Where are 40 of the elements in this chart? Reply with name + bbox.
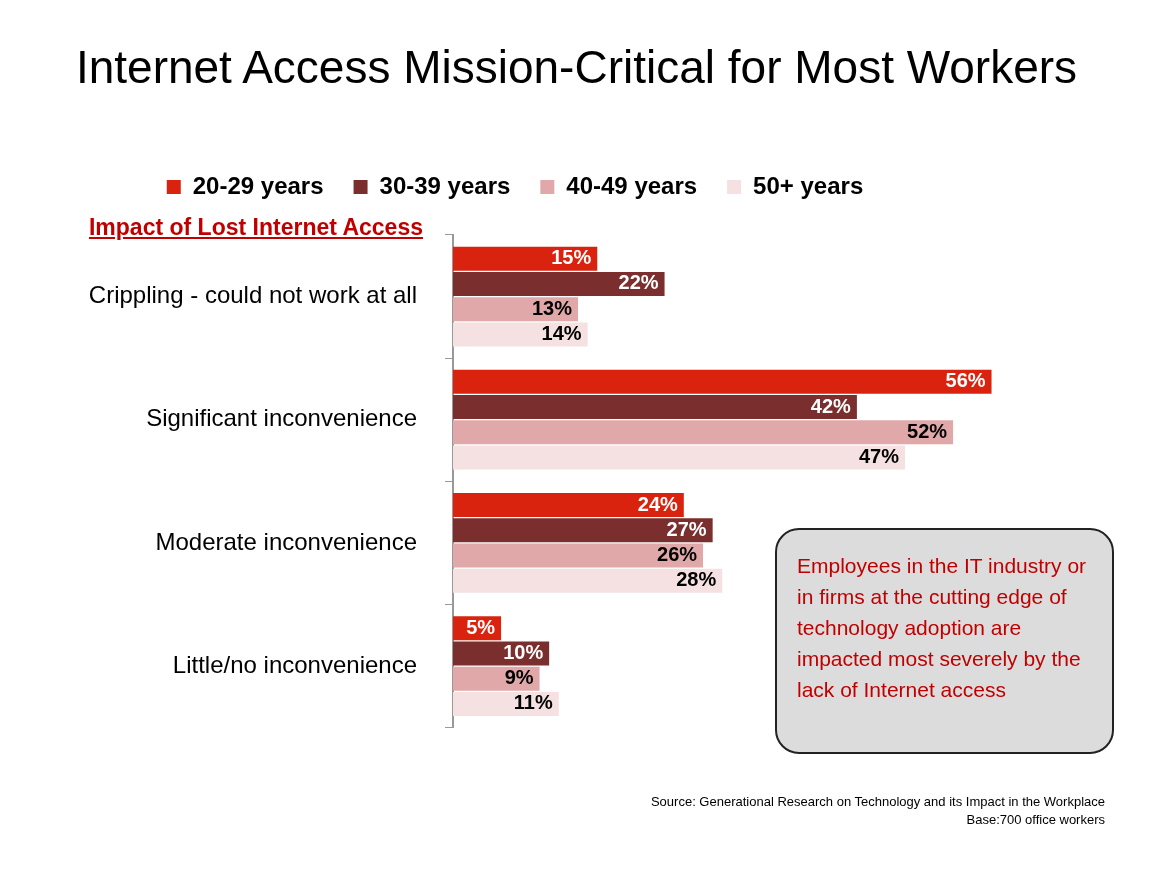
bar xyxy=(453,493,684,517)
data-label: 52% xyxy=(907,419,948,442)
data-label: 15% xyxy=(551,246,592,269)
text: Base:700 office workers xyxy=(965,811,1105,829)
data-label: 11% xyxy=(513,691,553,714)
bar xyxy=(453,568,723,593)
legend-label: 30-39 years xyxy=(379,171,511,199)
data-label: 42% xyxy=(810,394,852,417)
bar xyxy=(453,543,704,568)
data-label: 56% xyxy=(945,369,986,392)
bar xyxy=(453,518,713,543)
y-tick-label: Moderate inconvenience xyxy=(155,527,417,555)
legend-label: 20-29 years xyxy=(192,171,324,199)
y-axis-title: Impact of Lost Internet Access xyxy=(88,214,423,241)
data-label: 10% xyxy=(503,640,544,663)
bar xyxy=(453,420,954,445)
legend-label: 40-49 years xyxy=(566,171,698,199)
data-label: 13% xyxy=(531,296,573,319)
bar xyxy=(453,395,857,420)
data-label: 28% xyxy=(676,568,717,591)
bar xyxy=(453,369,992,394)
data-label: 5% xyxy=(466,615,496,638)
data-label: 22% xyxy=(618,271,659,294)
bar xyxy=(453,271,665,296)
y-tick-label: Crippling - could not work at all xyxy=(88,281,417,309)
bar xyxy=(453,445,905,470)
data-label: 14% xyxy=(541,321,582,344)
callout-box: Employees in the IT industry or in firms at the cutting edge of technology adoption are impacted most severely by the lack of Internet access xyxy=(775,528,1114,754)
bar xyxy=(453,322,588,347)
chart-title: Internet Access Mission-Critical for Most Workers xyxy=(74,40,1079,94)
y-tick-label: Little/no inconvenience xyxy=(172,650,417,678)
bar xyxy=(453,246,598,271)
data-label: 9% xyxy=(504,666,534,689)
y-tick-label: Significant inconvenience xyxy=(146,404,417,432)
data-label: 27% xyxy=(666,517,707,540)
data-label: 24% xyxy=(637,492,679,515)
data-label: 26% xyxy=(657,543,698,566)
legend-label: 50+ years xyxy=(753,171,864,199)
source-note: Source: Generational Research on Technology and its Impact in the Workplace xyxy=(650,793,1105,811)
data-label: 47% xyxy=(858,445,900,468)
